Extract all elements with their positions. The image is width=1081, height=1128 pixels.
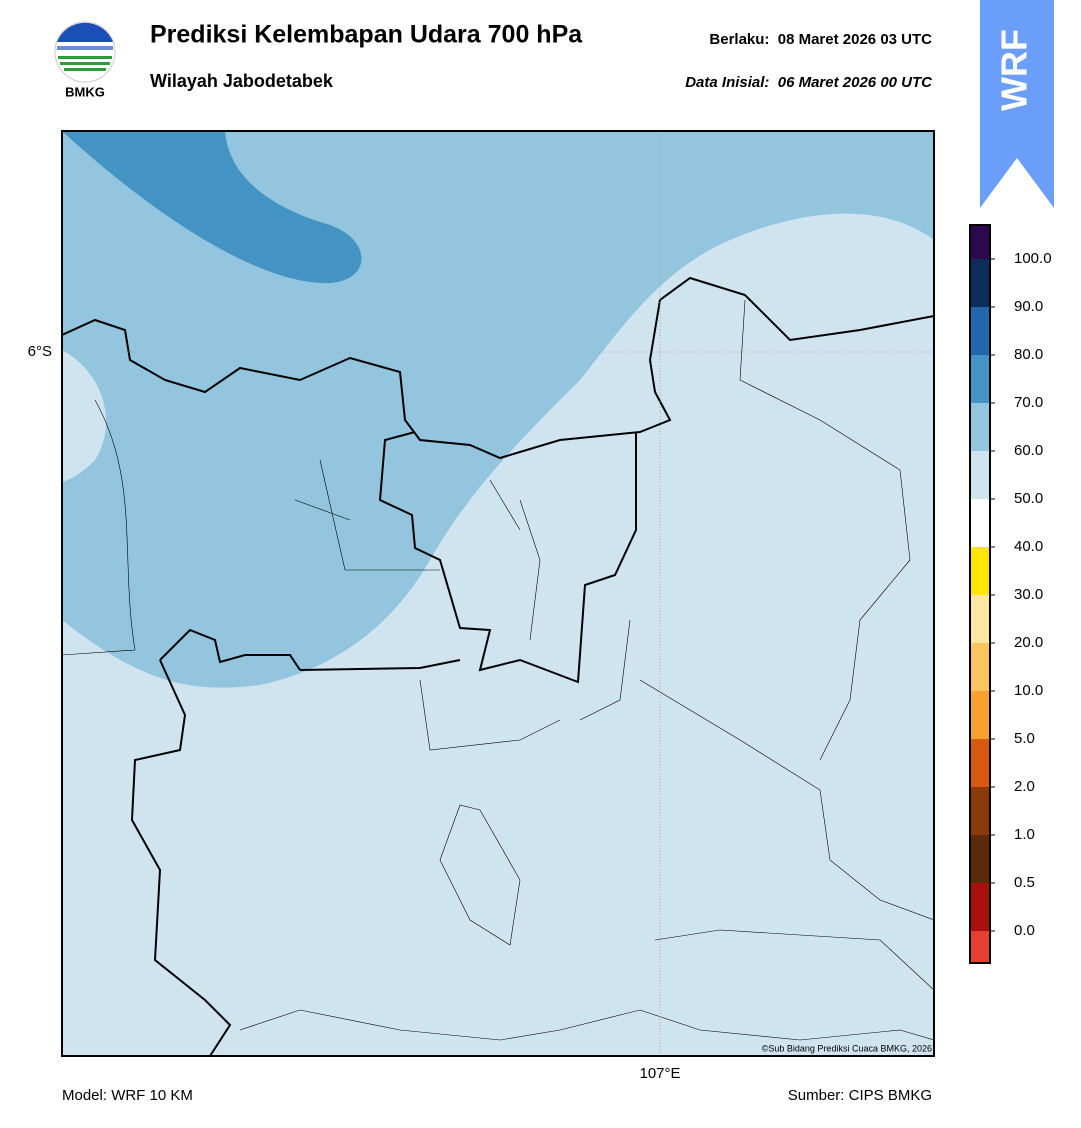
lon-label: 107°E [639, 1065, 680, 1082]
colorbar-frame [969, 224, 991, 964]
colorbar-bin [970, 259, 990, 307]
valid-time: Berlaku: 08 Maret 2026 03 UTC [709, 31, 932, 48]
colorbar-label: 60.0 [1014, 442, 1043, 459]
colorbar-bin [970, 691, 990, 739]
colorbar-label: 1.0 [1014, 826, 1035, 843]
logo-text: BMKG [65, 84, 105, 99]
colorbar-bin [970, 787, 990, 835]
colorbar-bin [970, 643, 990, 691]
map [61, 130, 935, 1057]
colorbar-label: 70.0 [1014, 394, 1043, 411]
colorbar-bin [970, 355, 990, 403]
colorbar-bin [970, 225, 990, 259]
colorbar-bin [970, 595, 990, 643]
model: Model: WRF 10 KM [62, 1087, 193, 1104]
credit: ©Sub Bidang Prediksi Cuaca BMKG, 2026 [762, 1043, 932, 1053]
init-time: Data Inisial: 06 Maret 2026 00 UTC [685, 74, 933, 91]
colorbar-label: 0.0 [1014, 922, 1035, 939]
source: Sumber: CIPS BMKG [788, 1087, 932, 1104]
subtitle: Wilayah Jabodetabek [150, 71, 334, 91]
colorbar-bin [970, 739, 990, 787]
colorbar-label: 2.0 [1014, 778, 1035, 795]
colorbar-label: 50.0 [1014, 490, 1043, 507]
colorbar-label: 80.0 [1014, 346, 1043, 363]
colorbar-bin [970, 307, 990, 355]
colorbar-label: 90.0 [1014, 298, 1043, 315]
badge [980, 0, 1054, 208]
lat-label: 6°S [28, 343, 52, 360]
colorbar-label: 0.5 [1014, 874, 1035, 891]
colorbar-bin [970, 403, 990, 451]
colorbar-bin [970, 883, 990, 931]
colorbar-label: 20.0 [1014, 634, 1043, 651]
colorbar-label: 5.0 [1014, 730, 1035, 747]
colorbar-label: 100.0 [1014, 250, 1052, 267]
colorbar-bin [970, 547, 990, 595]
colorbar-bin [970, 931, 990, 963]
colorbar-label: 40.0 [1014, 538, 1043, 555]
colorbar: 0.0 0.5 1.0 2.0 5.0 10.0 20.0 30.0 40.0 50.0 60.0 7… [969, 224, 1052, 964]
badge-text: WRF [994, 29, 1035, 111]
colorbar-label: 10.0 [1014, 682, 1043, 699]
logo: BMKG [54, 21, 116, 99]
colorbar-bin [970, 835, 990, 883]
colorbar-label: 30.0 [1014, 586, 1043, 603]
title: Prediksi Kelembapan Udara 700 hPa [150, 21, 583, 49]
colorbar-bin [970, 451, 990, 499]
colorbar-bin [970, 499, 990, 547]
